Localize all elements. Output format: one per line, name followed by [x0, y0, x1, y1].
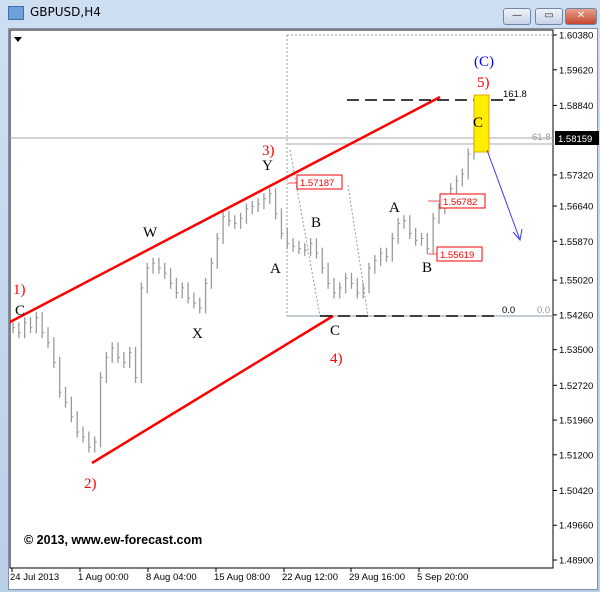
wave-c-label: C: [330, 323, 340, 339]
y-tick-label: 1.59620: [559, 65, 593, 76]
y-tick-label: 1.60380: [559, 31, 593, 42]
wave-1-label: 1): [13, 282, 26, 298]
wave-b-label: B: [311, 215, 321, 231]
window-title: GBPUSD,H4: [30, 5, 101, 19]
fib-zero-label: 0.0: [502, 305, 515, 316]
wave-a-label: A: [389, 200, 400, 216]
copyright-text: © 2013, www.ew-forecast.com: [24, 533, 203, 547]
price-label-box: [439, 193, 486, 209]
price-label-2: 1.56782: [443, 197, 477, 208]
chart-window-icon: [8, 6, 24, 20]
current-price-tag: [555, 131, 599, 145]
maximize-button[interactable]: ▭: [535, 8, 563, 25]
wave-c-label: C: [473, 115, 483, 131]
wave-b-label: B: [422, 260, 432, 276]
wave-c-label: C: [15, 303, 25, 319]
wave-2-label: 2): [84, 476, 97, 492]
fib-61-8-label: 61.8: [532, 132, 551, 143]
price-bars: [12, 128, 476, 453]
x-tick-label: 24 Jul 2013: [10, 572, 59, 583]
x-tick-label: 8 Aug 04:00: [146, 572, 197, 583]
x-tick-label: 15 Aug 08:00: [214, 572, 270, 583]
plot-area: [9, 29, 554, 569]
x-tick-label: 5 Sep 20:00: [417, 572, 468, 583]
price-label-1: 1.57187: [300, 178, 334, 189]
close-button[interactable]: ✕: [565, 8, 597, 25]
y-tick-label: 1.51960: [559, 416, 593, 427]
y-tick-label: 1.50420: [559, 486, 593, 497]
wave-5-label: 5): [477, 75, 490, 91]
price-label-box: [296, 174, 343, 190]
x-tick-label: 22 Aug 12:00: [282, 572, 338, 583]
upper-channel-line: [9, 95, 441, 324]
y-tick-label: 1.58840: [559, 101, 593, 112]
x-tick-label: 1 Aug 00:00: [78, 572, 129, 583]
y-tick-label: 1.48900: [559, 556, 593, 567]
y-tick-label: 1.51200: [559, 450, 593, 461]
menu-triangle-icon[interactable]: [14, 37, 22, 42]
fib-zero-right-label: 0.0: [537, 305, 550, 316]
y-tick-label: 1.55020: [559, 276, 593, 287]
y-tick-label: 1.52720: [559, 381, 593, 392]
arrow-head-icon: [512, 228, 523, 242]
wave-3-label: 3): [262, 143, 275, 159]
wave-a-label: A: [270, 261, 281, 277]
y-tick-label: 1.55870: [559, 237, 593, 248]
time-axis: 24 Jul 2013 1 Aug 00:00 8 Aug 04:00 15 Aug …: [10, 568, 468, 583]
forecast-arrow: [486, 149, 521, 241]
y-tick-label: 1.53500: [559, 345, 593, 356]
lower-channel-line: [91, 314, 334, 465]
y-tick-label: 1.56640: [559, 202, 593, 213]
wave-x-label: X: [192, 326, 203, 342]
wave-big-c-label: (C): [474, 54, 494, 70]
fib-161-8-label: 161.8: [503, 89, 527, 100]
wave-4-label: 4): [330, 351, 343, 367]
target-zone-box: [473, 94, 490, 153]
price-label-3: 1.55619: [440, 250, 474, 261]
x-tick-label: 29 Aug 16:00: [349, 572, 405, 583]
price-axis: 1.60380 1.59620 1.58840 1.57320 1.56640 1.558…: [553, 31, 593, 567]
y-tick-label: 1.49660: [559, 521, 593, 532]
dotted-projection-line: [289, 149, 321, 317]
wave-w-label: W: [143, 225, 158, 241]
minimize-button[interactable]: —: [503, 8, 531, 25]
y-tick-label: 1.57320: [559, 170, 593, 181]
price-label-box: [436, 246, 483, 262]
y-tick-label: 1.54260: [559, 310, 593, 321]
wave-y-label: Y: [262, 158, 273, 174]
current-price-value: 1.58159: [558, 134, 592, 145]
